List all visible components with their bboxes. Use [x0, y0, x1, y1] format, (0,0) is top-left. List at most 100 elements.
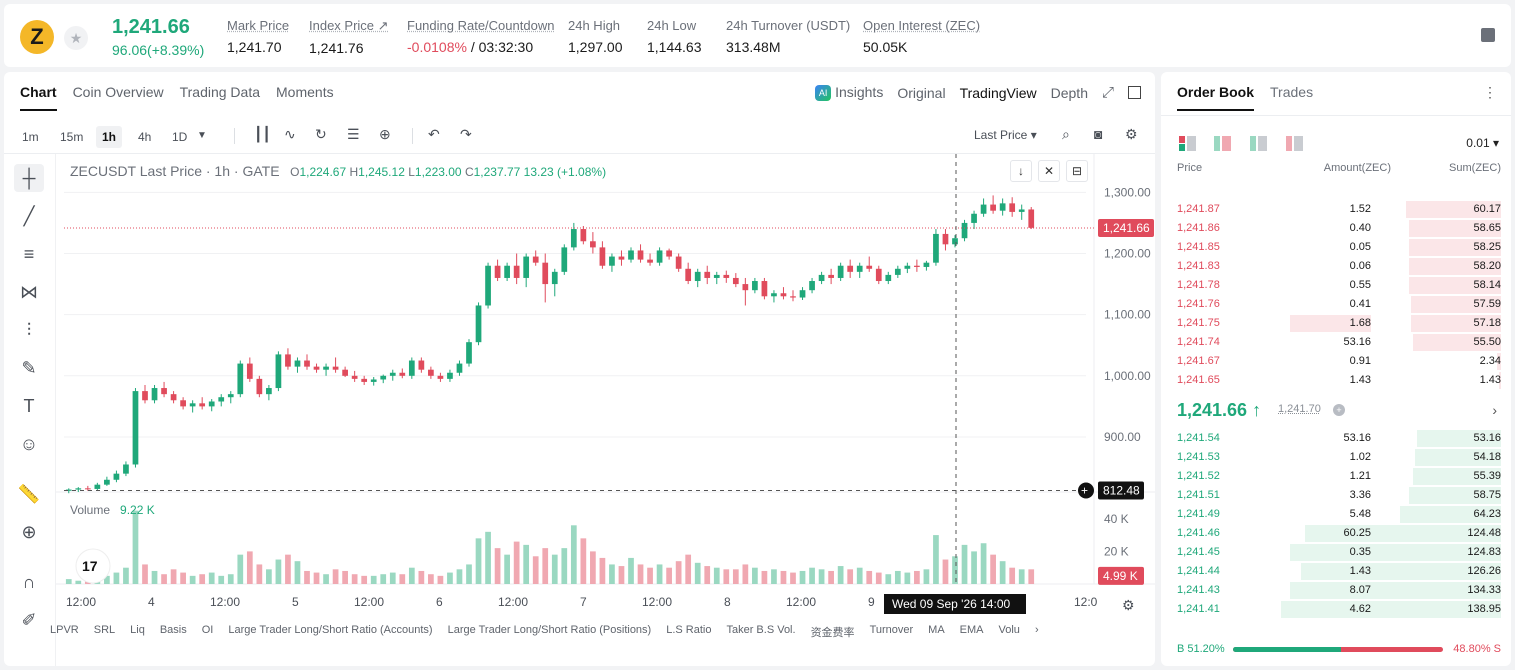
bid-row[interactable]: 1,241.43 8.07 134.33: [1171, 581, 1501, 600]
chart-legend: ZECUSDT Last Price · 1h · GATE O1,224.67…: [70, 163, 606, 179]
ask-row[interactable]: 1,241.67 0.91 2.34: [1171, 352, 1501, 371]
indicator-item[interactable]: Turnover: [869, 624, 914, 636]
indicator-item[interactable]: Basis: [159, 624, 187, 636]
toggle-icon[interactable]: ⊟: [1066, 160, 1088, 182]
tab-tradingview[interactable]: TradingView: [959, 84, 1037, 101]
indicator-item[interactable]: 资金费率: [810, 627, 855, 639]
candle-body: [408, 360, 415, 376]
ask-row[interactable]: 1,241.86 0.40 58.65: [1171, 219, 1501, 238]
candle-type-icon[interactable]: ┃┃: [254, 126, 271, 142]
interval-4h[interactable]: 4h: [138, 130, 152, 144]
bid-row[interactable]: 1,241.49 5.48 64.23: [1171, 505, 1501, 524]
settings-gear-icon[interactable]: ⚙: [1125, 126, 1138, 142]
bid-row[interactable]: 1,241.53 1.02 54.18: [1171, 448, 1501, 467]
stat-label[interactable]: Mark Price: [227, 18, 290, 33]
bid-row[interactable]: 1,241.45 0.35 124.83: [1171, 543, 1501, 562]
ask-row[interactable]: 1,241.78 0.55 58.14: [1171, 276, 1501, 295]
redo-icon[interactable]: ↷: [460, 126, 472, 142]
tab-coin-overview[interactable]: Coin Overview: [72, 84, 164, 100]
fib-icon[interactable]: ⫶: [26, 320, 32, 340]
ruler-icon[interactable]: 📏: [17, 484, 41, 504]
ask-row[interactable]: 1,241.76 0.41 57.59: [1171, 295, 1501, 314]
indicator-item[interactable]: Large Trader Long/Short Ratio (Accounts): [228, 624, 433, 636]
window-icon[interactable]: [1128, 86, 1141, 100]
last-price: 1,241.66: [112, 16, 190, 38]
interval-15m[interactable]: 15m: [60, 130, 84, 144]
interval-1d[interactable]: 1D: [172, 130, 188, 144]
indicator-icon[interactable]: ∿: [284, 126, 296, 142]
indicator-item[interactable]: EMA: [959, 624, 984, 636]
tab-original[interactable]: Original: [897, 84, 946, 101]
bid-row[interactable]: 1,241.51 3.36 58.75: [1171, 486, 1501, 505]
trendline-icon[interactable]: ╱: [23, 206, 35, 226]
ask-row[interactable]: 1,241.74 53.16 55.50: [1171, 333, 1501, 352]
volume-bar: [923, 569, 930, 584]
indicator-item[interactable]: Large Trader Long/Short Ratio (Positions…: [447, 624, 652, 636]
indicator-item[interactable]: Volu: [998, 624, 1020, 636]
pattern-icon[interactable]: ⋈: [20, 282, 38, 302]
undo-icon[interactable]: ↶: [428, 126, 440, 142]
camera-icon[interactable]: ◙: [1094, 126, 1103, 142]
indicator-item[interactable]: Liq: [130, 624, 145, 636]
bid-row[interactable]: 1,241.46 60.25 124.48: [1171, 524, 1501, 543]
indicator-more-icon[interactable]: ›: [1034, 624, 1039, 636]
tab-trading-data[interactable]: Trading Data: [179, 84, 261, 100]
bid-row[interactable]: 1,241.41 4.62 138.95: [1171, 600, 1501, 619]
expand-icon[interactable]: ⤢: [1101, 84, 1114, 102]
horizontal-lines-icon[interactable]: ≡: [23, 244, 35, 264]
tab-depth[interactable]: Depth: [1050, 84, 1088, 101]
ask-row[interactable]: 1,241.83 0.06 58.20: [1171, 257, 1501, 276]
more-options-icon[interactable]: ⋮: [1483, 84, 1497, 100]
price-type-select[interactable]: Last Price ▾: [974, 128, 1037, 142]
precision-select[interactable]: 0.01 ▾: [1466, 136, 1499, 150]
scroll-down-icon[interactable]: ↓: [1010, 160, 1032, 182]
add-indicator-icon[interactable]: ⊕: [379, 126, 391, 142]
interval-1h[interactable]: 1h: [96, 126, 123, 148]
bid-amount: 60.25: [1343, 527, 1371, 539]
close-icon[interactable]: ✕: [1038, 160, 1060, 182]
ask-row[interactable]: 1,241.85 0.05 58.25: [1171, 238, 1501, 257]
magnet-icon[interactable]: ∩: [22, 572, 36, 592]
ask-row[interactable]: 1,241.75 1.68 57.18: [1171, 314, 1501, 333]
stat-label[interactable]: Funding Rate/Countdown: [407, 18, 555, 33]
search-icon[interactable]: ⌕: [1062, 126, 1070, 142]
tab-moments[interactable]: Moments: [276, 84, 334, 100]
bid-row[interactable]: 1,241.44 1.43 126.26: [1171, 562, 1501, 581]
tab-trades[interactable]: Trades: [1270, 84, 1314, 100]
tab-order-book[interactable]: Order Book: [1177, 84, 1255, 111]
candle-body: [866, 265, 873, 269]
bid-row[interactable]: 1,241.52 1.21 55.39: [1171, 467, 1501, 486]
brush-icon[interactable]: ✎: [21, 358, 37, 378]
indicator-item[interactable]: OI: [201, 624, 214, 636]
stat-label[interactable]: Open Interest (ZEC): [863, 18, 981, 33]
candlestick-chart[interactable]: 1,300.00 1,200.00 1,100.00 1,000.00 900.00 40…: [56, 154, 1155, 620]
favorite-star-icon[interactable]: ★: [64, 26, 88, 50]
chevron-right-icon[interactable]: ›: [1492, 402, 1497, 418]
candle-body: [266, 388, 272, 395]
indicator-item[interactable]: L.S Ratio: [666, 624, 712, 636]
indicator-item[interactable]: Taker B.S Vol.: [726, 624, 796, 636]
tab-insights[interactable]: AI Insights: [815, 84, 883, 102]
template-icon[interactable]: ☰: [347, 126, 360, 142]
tab-chart[interactable]: Chart: [20, 84, 57, 111]
volume-bar: [914, 570, 920, 584]
ask-sum: 58.14: [1473, 279, 1501, 291]
interval-1m[interactable]: 1m: [22, 130, 39, 144]
stat-label[interactable]: Index Price ↗: [309, 18, 389, 33]
indicator-item[interactable]: LPVR: [50, 624, 79, 636]
bid-row[interactable]: 1,241.54 53.16 53.16: [1171, 429, 1501, 448]
crosshair-icon[interactable]: ┼: [14, 164, 44, 192]
book-icon[interactable]: [1481, 28, 1495, 42]
volume-bar: [123, 567, 129, 584]
indicator-item[interactable]: MA: [928, 624, 945, 636]
replay-icon[interactable]: ↻: [315, 126, 327, 142]
last-price-tag-bg: [1098, 219, 1154, 238]
indicator-item[interactable]: SRL: [93, 624, 116, 636]
text-tool-icon[interactable]: T: [23, 396, 35, 416]
ask-row[interactable]: 1,241.87 1.52 60.17: [1171, 200, 1501, 219]
pencil-lock-icon[interactable]: ✐: [21, 610, 37, 630]
zoom-in-icon[interactable]: ⊕: [21, 522, 37, 542]
interval-dropdown-icon[interactable]: ▼: [197, 130, 207, 141]
emoji-icon[interactable]: ☺: [19, 434, 39, 454]
ask-row[interactable]: 1,241.65 1.43 1.43: [1171, 371, 1501, 390]
